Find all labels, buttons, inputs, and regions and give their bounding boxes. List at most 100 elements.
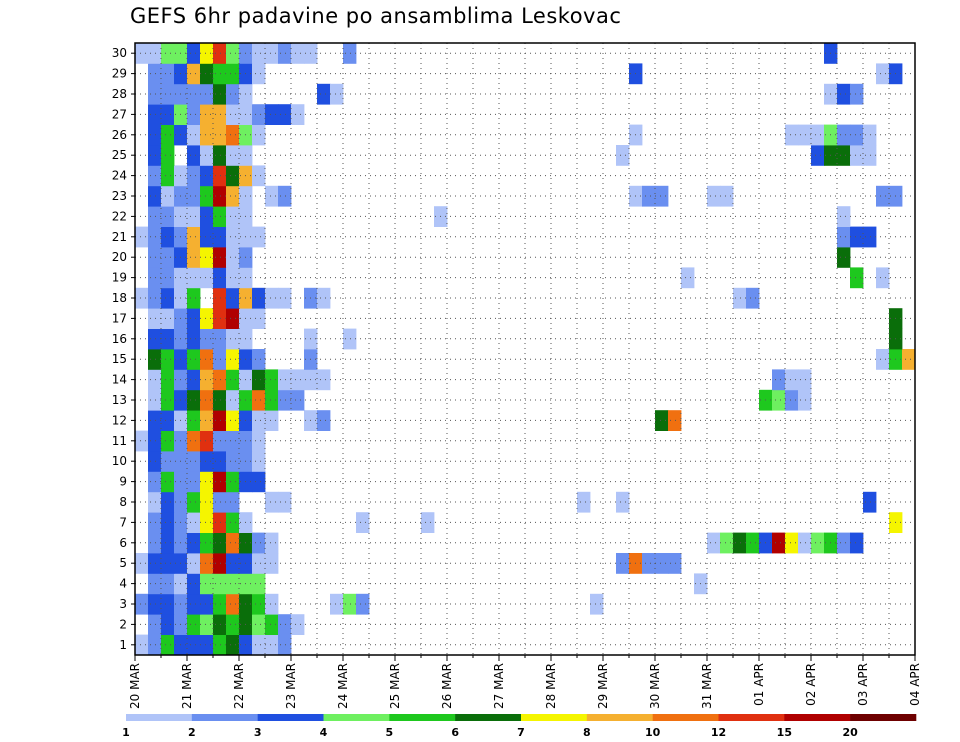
heatmap-cell — [291, 104, 305, 125]
heatmap-cell — [850, 145, 864, 166]
heatmap-cell — [720, 532, 734, 554]
colorbar-swatch — [191, 714, 258, 721]
heatmap-cell — [226, 43, 240, 64]
heatmap-cell — [837, 145, 851, 166]
heatmap-cell — [148, 287, 162, 309]
heatmap-cell — [161, 349, 175, 370]
heatmap-cell — [148, 614, 162, 635]
heatmap-cell — [278, 389, 292, 411]
heatmap-cell — [187, 226, 201, 248]
y-tick-label: 8 — [119, 495, 127, 509]
colorbar-swatch — [323, 714, 390, 721]
heatmap-cell — [161, 124, 175, 146]
heatmap-cell — [278, 634, 292, 656]
heatmap-cell — [148, 593, 162, 615]
heatmap-cell — [161, 369, 175, 391]
heatmap-cell — [213, 63, 227, 85]
heatmap-cell — [187, 553, 201, 574]
heatmap-cell — [798, 389, 812, 411]
heatmap-cell — [148, 491, 162, 513]
heatmap-cell — [226, 165, 240, 187]
heatmap-cell — [343, 328, 357, 350]
x-tick-label: 27 MAR — [492, 663, 506, 709]
y-tick-label: 30 — [112, 46, 127, 60]
heatmap-cell — [187, 206, 201, 227]
y-tick-label: 10 — [112, 454, 127, 468]
y-tick-label: 25 — [112, 148, 127, 162]
x-tick-label: 26 MAR — [440, 663, 454, 709]
x-tick-label: 28 MAR — [544, 663, 558, 709]
heatmap-cell — [876, 267, 890, 289]
colorbar-swatch — [126, 714, 193, 721]
heatmap-cell — [226, 328, 240, 350]
colorbar-label: 3 — [254, 726, 262, 739]
heatmap-cell — [213, 43, 227, 64]
heatmap-cell — [226, 410, 240, 431]
heatmap-cell — [252, 532, 266, 554]
heatmap-cell — [252, 389, 266, 411]
heatmap-cell — [187, 165, 201, 187]
y-tick-label: 28 — [112, 87, 127, 101]
heatmap-cell — [213, 451, 227, 472]
heatmap-cell — [863, 491, 877, 513]
heatmap-cell — [161, 430, 175, 452]
heatmap-cell — [837, 532, 851, 554]
heatmap-cell — [577, 491, 591, 513]
heatmap-cell — [226, 553, 240, 574]
y-tick-label: 7 — [119, 515, 127, 529]
y-tick-label: 9 — [119, 475, 127, 489]
heatmap-cell — [187, 451, 201, 472]
heatmap-cell — [707, 185, 721, 207]
heatmap-cell — [135, 593, 149, 615]
x-tick-label: 31 MAR — [700, 663, 714, 709]
heatmap-cell — [200, 430, 214, 452]
heatmap-cell — [161, 471, 175, 493]
heatmap-cell — [148, 451, 162, 472]
heatmap-cell — [837, 247, 851, 268]
heatmap-cell — [226, 83, 240, 105]
heatmap-cell — [187, 349, 201, 370]
heatmap-cell — [135, 553, 149, 574]
heatmap-cell — [226, 430, 240, 452]
heatmap-cell — [148, 328, 162, 350]
heatmap-cell — [226, 247, 240, 268]
heatmap-cell — [161, 491, 175, 513]
heatmap-cell — [187, 145, 201, 166]
heatmap-cell — [291, 43, 305, 64]
heatmap-cell — [655, 185, 669, 207]
heatmap-cell — [187, 328, 201, 350]
heatmap-cell — [200, 83, 214, 105]
heatmap-cell — [161, 83, 175, 105]
heatmap-cell — [252, 451, 266, 472]
heatmap-cell — [811, 124, 825, 146]
heatmap-cell — [161, 185, 175, 207]
heatmap-cell — [252, 308, 266, 329]
heatmap-cell — [213, 226, 227, 248]
heatmap-cell — [681, 267, 695, 289]
colorbar-swatch — [784, 714, 851, 721]
heatmap-cell — [278, 287, 292, 309]
heatmap-cell — [252, 614, 266, 635]
heatmap-cell — [187, 512, 201, 533]
heatmap-cell — [148, 553, 162, 574]
heatmap-cell — [148, 43, 162, 64]
heatmap-cell — [226, 512, 240, 533]
heatmap-cell — [265, 410, 279, 431]
heatmap-cell — [291, 369, 305, 391]
heatmap-cell — [161, 410, 175, 431]
heatmap-cell — [226, 573, 240, 595]
heatmap-cell — [161, 287, 175, 309]
heatmap-cell — [148, 430, 162, 452]
heatmap-cell — [772, 369, 786, 391]
colorbar-swatch — [652, 714, 719, 721]
y-tick-label: 3 — [119, 597, 127, 611]
heatmap-cell — [187, 410, 201, 431]
heatmap-cell — [265, 185, 279, 207]
heatmap-cell — [863, 226, 877, 248]
heatmap-cell — [200, 410, 214, 431]
heatmap-cell — [213, 349, 227, 370]
x-tick-label: 20 MAR — [128, 663, 142, 709]
y-tick-label: 5 — [119, 556, 127, 570]
x-tick-label: 25 MAR — [388, 663, 402, 709]
colorbar-swatch — [389, 714, 456, 721]
